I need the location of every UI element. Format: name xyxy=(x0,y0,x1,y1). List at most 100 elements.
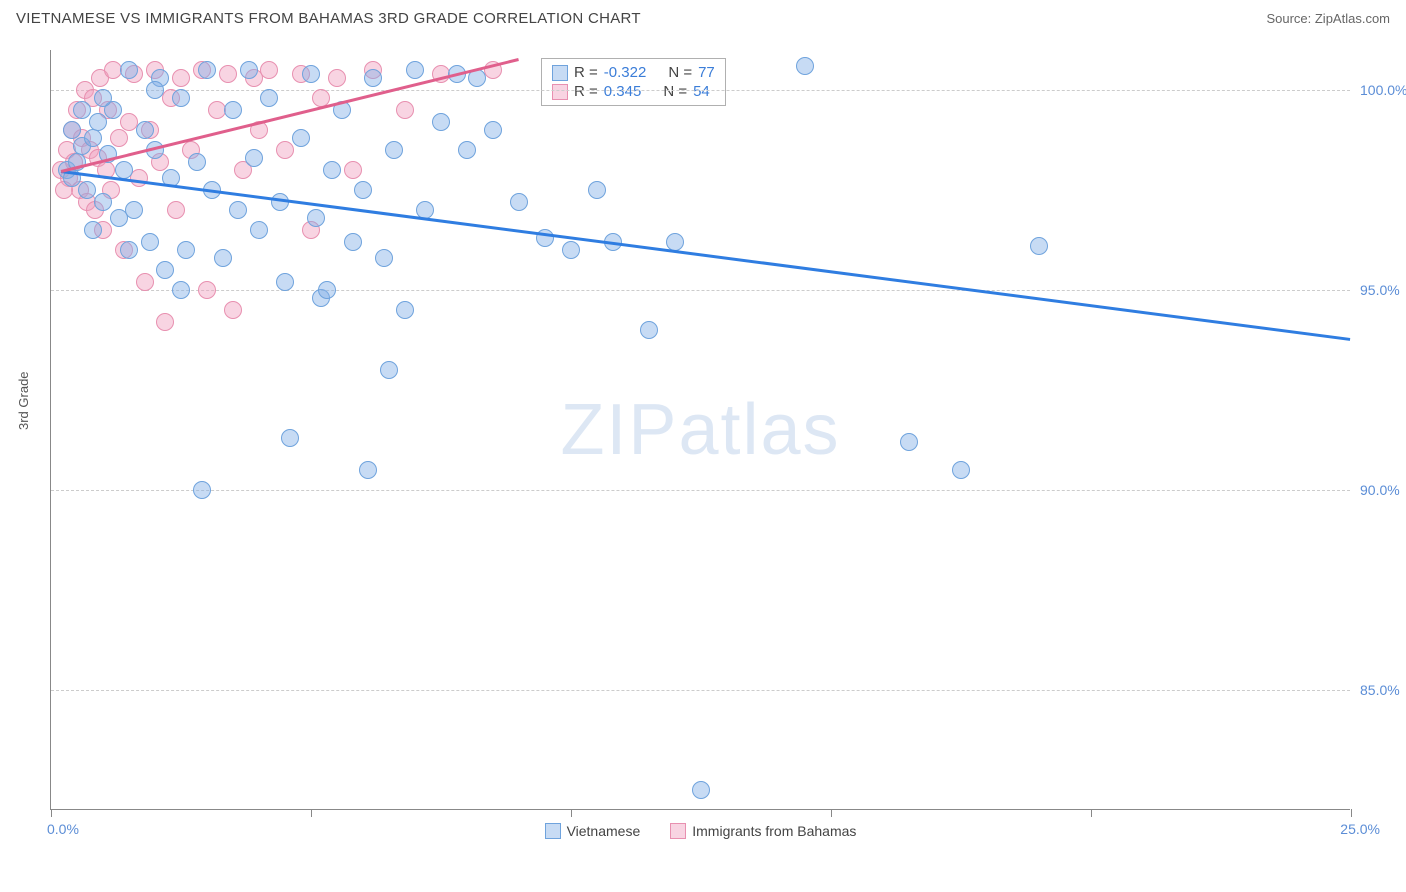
scatter-point-series-a xyxy=(510,193,528,211)
x-tick xyxy=(1091,809,1092,817)
scatter-point-series-a xyxy=(385,141,403,159)
x-tick xyxy=(311,809,312,817)
scatter-point-series-b xyxy=(219,65,237,83)
scatter-point-series-a xyxy=(73,101,91,119)
x-tick xyxy=(571,809,572,817)
scatter-point-series-a xyxy=(359,461,377,479)
y-tick-label: 85.0% xyxy=(1360,682,1406,698)
scatter-point-series-b xyxy=(136,273,154,291)
scatter-point-series-a xyxy=(271,193,289,211)
scatter-point-series-a xyxy=(406,61,424,79)
r-value-b: 0.345 xyxy=(604,83,642,100)
chart-plot-area: ZIPatlas R = -0.322 N = 77 R = 0.345 N =… xyxy=(50,50,1350,810)
scatter-point-series-a xyxy=(172,89,190,107)
scatter-point-series-a xyxy=(952,461,970,479)
scatter-point-series-a xyxy=(120,61,138,79)
scatter-point-series-a xyxy=(458,141,476,159)
scatter-point-series-a xyxy=(640,321,658,339)
scatter-point-series-a xyxy=(120,241,138,259)
scatter-point-series-a xyxy=(84,129,102,147)
scatter-point-series-a xyxy=(900,433,918,451)
scatter-point-series-a xyxy=(141,233,159,251)
chart-title: VIETNAMESE VS IMMIGRANTS FROM BAHAMAS 3R… xyxy=(16,10,641,27)
scatter-point-series-a xyxy=(588,181,606,199)
scatter-point-series-a xyxy=(94,193,112,211)
scatter-point-series-a xyxy=(245,149,263,167)
legend-label-a: Vietnamese xyxy=(567,823,641,839)
scatter-point-series-a xyxy=(692,781,710,799)
scatter-point-series-a xyxy=(344,233,362,251)
scatter-point-series-b xyxy=(328,69,346,87)
scatter-point-series-b xyxy=(167,201,185,219)
r-label: R = xyxy=(574,64,598,81)
legend: Vietnamese Immigrants from Bahamas xyxy=(51,823,1350,839)
scatter-point-series-a xyxy=(302,65,320,83)
n-label: N = xyxy=(668,64,692,81)
watermark-light: atlas xyxy=(678,390,840,470)
scatter-point-series-b xyxy=(344,161,362,179)
scatter-point-series-b xyxy=(198,281,216,299)
stats-row-series-a: R = -0.322 N = 77 xyxy=(552,63,715,82)
scatter-point-series-a xyxy=(177,241,195,259)
legend-item-series-a: Vietnamese xyxy=(545,823,641,839)
scatter-point-series-a xyxy=(276,273,294,291)
scatter-point-series-b xyxy=(110,129,128,147)
correlation-stats-box: R = -0.322 N = 77 R = 0.345 N = 54 xyxy=(541,58,726,106)
watermark: ZIPatlas xyxy=(560,389,840,471)
scatter-point-series-a xyxy=(136,121,154,139)
scatter-point-series-a xyxy=(224,101,242,119)
legend-item-series-b: Immigrants from Bahamas xyxy=(670,823,856,839)
scatter-point-series-a xyxy=(354,181,372,199)
scatter-point-series-a xyxy=(214,249,232,267)
scatter-point-series-a xyxy=(193,481,211,499)
scatter-point-series-a xyxy=(323,161,341,179)
r-label: R = xyxy=(574,83,598,100)
n-value-b: 54 xyxy=(693,83,710,100)
trendline-series-a xyxy=(61,170,1351,340)
scatter-point-series-a xyxy=(380,361,398,379)
scatter-point-series-b xyxy=(276,141,294,159)
y-tick-label: 95.0% xyxy=(1360,282,1406,298)
y-axis-label: 3rd Grade xyxy=(16,371,31,430)
gridline-h xyxy=(51,690,1350,691)
x-tick xyxy=(831,809,832,817)
scatter-point-series-a xyxy=(198,61,216,79)
scatter-point-series-a xyxy=(396,301,414,319)
scatter-point-series-a xyxy=(172,281,190,299)
n-label: N = xyxy=(663,83,687,100)
gridline-h xyxy=(51,490,1350,491)
scatter-point-series-a xyxy=(364,69,382,87)
scatter-point-series-a xyxy=(229,201,247,219)
scatter-point-series-a xyxy=(796,57,814,75)
scatter-point-series-a xyxy=(125,201,143,219)
scatter-point-series-a xyxy=(432,113,450,131)
scatter-point-series-a xyxy=(250,221,268,239)
scatter-point-series-b xyxy=(156,313,174,331)
scatter-point-series-a xyxy=(94,89,112,107)
legend-swatch-a xyxy=(545,823,561,839)
scatter-point-series-a xyxy=(78,181,96,199)
scatter-point-series-a xyxy=(260,89,278,107)
scatter-point-series-a xyxy=(63,121,81,139)
scatter-point-series-a xyxy=(281,429,299,447)
stats-row-series-b: R = 0.345 N = 54 xyxy=(552,82,715,101)
scatter-point-series-a xyxy=(318,281,336,299)
scatter-point-series-a xyxy=(89,113,107,131)
scatter-point-series-a xyxy=(375,249,393,267)
scatter-point-series-a xyxy=(146,81,164,99)
y-tick-label: 100.0% xyxy=(1360,82,1406,98)
scatter-point-series-a xyxy=(1030,237,1048,255)
scatter-point-series-b xyxy=(172,69,190,87)
n-value-a: 77 xyxy=(698,64,715,81)
scatter-point-series-a xyxy=(240,61,258,79)
scatter-point-series-a xyxy=(307,209,325,227)
x-tick xyxy=(51,809,52,817)
scatter-point-series-a xyxy=(484,121,502,139)
watermark-bold: ZIP xyxy=(560,390,678,470)
r-value-a: -0.322 xyxy=(604,64,647,81)
x-tick xyxy=(1351,809,1352,817)
gridline-h xyxy=(51,290,1350,291)
stats-swatch-b xyxy=(552,84,568,100)
y-tick-label: 90.0% xyxy=(1360,482,1406,498)
scatter-point-series-a xyxy=(115,161,133,179)
